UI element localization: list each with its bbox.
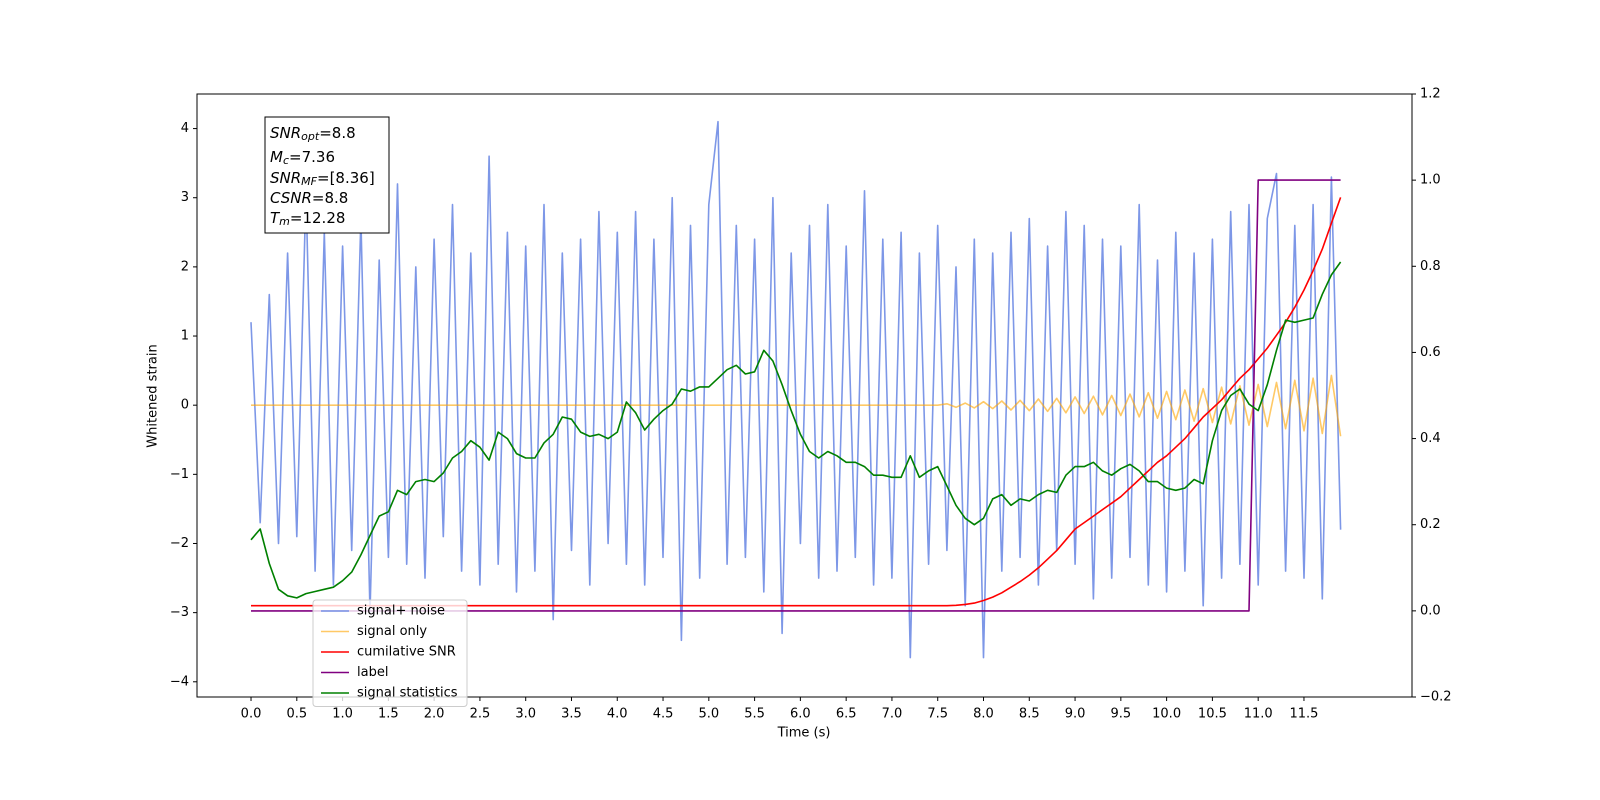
y-tick-label: −4 — [170, 674, 189, 689]
x-tick-label: 7.5 — [927, 707, 948, 722]
series-line — [251, 374, 1342, 437]
legend-label: signal only — [357, 624, 427, 639]
legend-label: signal statistics — [357, 686, 458, 701]
y2-tick-label: 0.4 — [1420, 431, 1441, 446]
x-tick-label: 7.0 — [882, 707, 903, 722]
y-tick-label: 3 — [181, 190, 189, 205]
annotation-symbol: M — [270, 148, 283, 166]
x-tick-label: 10.0 — [1152, 707, 1181, 722]
annotation-value: =[8.36] — [317, 169, 375, 187]
legend-label: cumilative SNR — [357, 645, 456, 660]
y-tick-label: 4 — [181, 121, 189, 136]
annotation-symbol: SNR — [270, 169, 301, 187]
legend-label: label — [357, 665, 388, 680]
y2-tick-label: 0.6 — [1420, 345, 1441, 360]
series-line — [250, 120, 1342, 659]
x-tick-label: 4.5 — [653, 707, 674, 722]
annotation-frame — [264, 116, 390, 234]
annotation: CSNR=8.8 — [270, 189, 348, 207]
y-tick-label: −3 — [170, 605, 189, 620]
x-tick-label: 11.0 — [1244, 707, 1273, 722]
x-axis-label: Time (s) — [777, 726, 831, 741]
annotation-value: =12.28 — [290, 209, 346, 227]
annotation-subscript: m — [279, 215, 290, 228]
x-tick-label: 6.5 — [836, 707, 857, 722]
legend-frame — [312, 599, 468, 707]
annotation-value: =8.8 — [312, 189, 348, 207]
y2-tick-label: 0.2 — [1420, 517, 1441, 532]
x-tick-label: 1.0 — [332, 707, 353, 722]
x-tick-label: 5.5 — [744, 707, 765, 722]
x-tick-label: 4.0 — [607, 707, 628, 722]
x-tick-label: 0.5 — [286, 707, 307, 722]
annotation: Tm=12.28 — [270, 209, 345, 229]
y2-tick-label: 0.8 — [1420, 259, 1441, 274]
y-tick-label: −2 — [170, 536, 189, 551]
x-tick-label: 6.0 — [790, 707, 811, 722]
x-tick-label: 11.5 — [1289, 707, 1318, 722]
annotation: SNRMF=[8.36] — [270, 169, 375, 189]
annotation-subscript: MF — [301, 175, 317, 188]
x-tick-label: 3.5 — [561, 707, 582, 722]
annotation-value: =8.8 — [319, 124, 355, 142]
annotation-value: =7.36 — [289, 148, 335, 166]
y-tick-label: −1 — [170, 467, 189, 482]
annotation-symbol: CSNR — [270, 189, 312, 207]
legend: signal+ noise signal only cumilative SNR la… — [312, 599, 468, 707]
y-tick-label: 1 — [181, 329, 189, 344]
x-tick-label: 10.5 — [1198, 707, 1227, 722]
annotation: Mc=7.36 — [270, 148, 335, 168]
x-tick-label: 9.5 — [1110, 707, 1131, 722]
x-tick-label: 2.5 — [470, 707, 491, 722]
legend-label: signal+ noise — [357, 604, 445, 619]
series-line — [250, 261, 1342, 599]
x-tick-label: 5.0 — [698, 707, 719, 722]
annotation-box: SNRopt=8.8Mc=7.36SNRMF=[8.36]CSNR=8.8Tm=… — [264, 116, 390, 234]
annotation-subscript: c — [283, 154, 289, 167]
annotation-subscript: opt — [301, 130, 320, 143]
x-tick-label: 2.0 — [424, 707, 445, 722]
y-tick-label: 0 — [181, 398, 189, 413]
x-tick-label: 8.5 — [1019, 707, 1040, 722]
x-tick-label: 9.0 — [1065, 707, 1086, 722]
y2-tick-label: 1.0 — [1420, 173, 1441, 188]
x-tick-label: 8.0 — [973, 707, 994, 722]
annotation-symbol: T — [270, 209, 281, 227]
y2-tick-label: 1.2 — [1420, 87, 1441, 102]
y-axis-label: Whitened strain — [146, 344, 161, 447]
x-tick-label: 0.0 — [241, 707, 262, 722]
y-tick-label: 2 — [181, 259, 189, 274]
plot-frame — [196, 93, 1413, 698]
y2-tick-label: −0.2 — [1420, 690, 1452, 705]
annotation: SNRopt=8.8 — [270, 124, 356, 144]
annotation-symbol: SNR — [270, 124, 301, 142]
y2-tick-label: 0.0 — [1420, 603, 1441, 618]
x-tick-label: 1.5 — [378, 707, 399, 722]
x-tick-label: 3.0 — [515, 707, 536, 722]
